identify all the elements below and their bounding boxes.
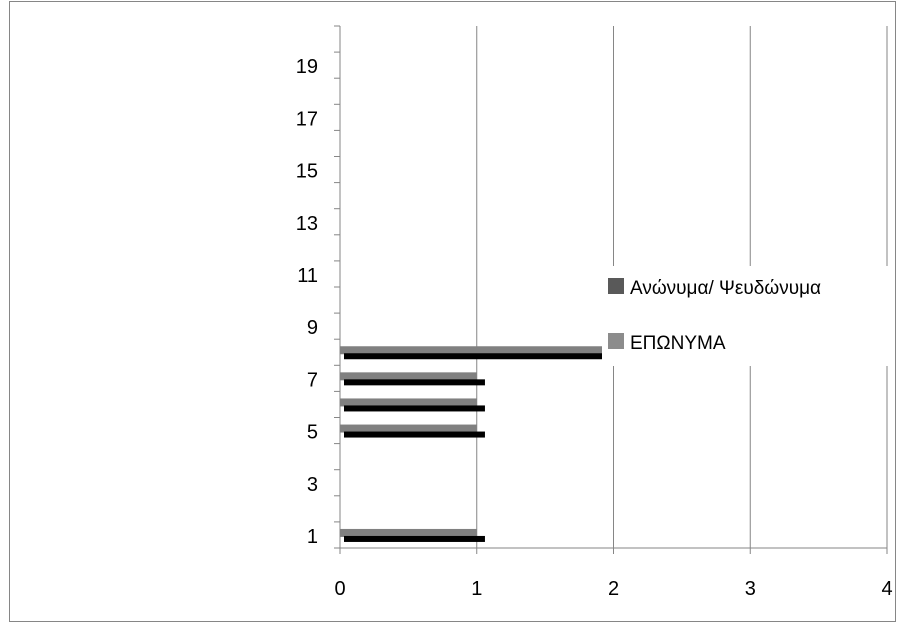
y-tick-label-17: 17 <box>296 108 318 130</box>
x-tick-label-1: 1 <box>471 578 482 600</box>
y-tick-label-13: 13 <box>296 213 318 235</box>
x-tick-label-4: 4 <box>881 578 892 600</box>
bar-6-anonyma <box>344 405 485 412</box>
legend: Ανώνυμα/ Ψευδώνυμα ΕΠΩΝΥΜΑ <box>602 266 892 366</box>
legend-label-eponyma: ΕΠΩΝΥΜΑ <box>630 333 726 354</box>
y-tick-label-19: 19 <box>296 56 318 78</box>
x-tick-label-2: 2 <box>608 578 619 600</box>
bar-7-eponyma <box>340 372 477 381</box>
bar-8-eponyma <box>340 346 751 355</box>
bar-5-eponyma <box>340 424 477 433</box>
y-tick-label-1: 1 <box>307 526 318 548</box>
bars <box>340 346 759 542</box>
legend-background <box>602 266 892 366</box>
y-tick-label-3: 3 <box>307 474 318 496</box>
legend-label-anonyma: Ανώνυμα/ Ψευδώνυμα <box>630 278 821 299</box>
bar-1-anonyma <box>344 535 485 542</box>
x-tick-label-0: 0 <box>334 578 345 600</box>
y-tick-label-15: 15 <box>296 161 318 183</box>
bar-7-anonyma <box>344 379 485 386</box>
bar-8-anonyma <box>344 353 759 360</box>
legend-swatch-anonyma <box>608 278 624 294</box>
bar-6-eponyma <box>340 398 477 407</box>
axes <box>334 25 888 554</box>
legend-swatch-eponyma <box>608 333 624 349</box>
x-tick-label-3: 3 <box>745 578 756 600</box>
bar-1-eponyma <box>340 528 477 537</box>
y-tick-label-11: 11 <box>297 265 318 287</box>
y-tick-label-5: 5 <box>307 422 318 444</box>
y-tick-label-7: 7 <box>307 369 318 391</box>
y-tick-label-9: 9 <box>307 317 318 339</box>
bar-5-anonyma <box>344 431 485 438</box>
